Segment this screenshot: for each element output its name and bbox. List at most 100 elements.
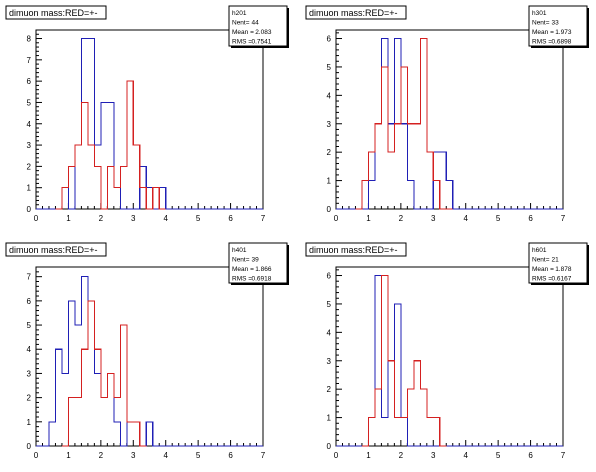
y-tick-label: 0 [327,205,332,214]
y-tick-label: 1 [327,414,332,423]
y-tick-label: 4 [27,345,32,354]
x-tick-label: 5 [196,451,201,460]
x-tick-label: 0 [334,451,339,460]
histogram-bin [420,389,426,446]
histogram-bin [101,102,107,209]
y-tick-label: 7 [27,56,32,65]
title-box: dimuon mass:RED=+- [305,5,407,20]
y-tick-label: 0 [27,442,32,451]
histogram-bin [114,422,120,446]
histogram-bin [388,124,394,209]
x-tick-label: 4 [463,451,468,460]
histogram-bin [414,124,420,209]
y-tick-label: 2 [327,385,332,394]
y-tick-label: 5 [27,321,32,330]
histogram-bin [414,361,420,446]
series-blue [36,276,263,447]
stats-nent-label: Nent= [232,257,250,264]
stats-nent-label: Nent= [532,20,550,27]
series-red [55,80,166,210]
x-tick-label: 1 [366,451,371,460]
histogram-bin [427,152,433,209]
histogram-bin [114,188,120,209]
histogram-bin [375,389,381,446]
stats-rms-value: 0.6918 [252,276,272,283]
histogram-bin [381,39,387,209]
plot-frame [35,266,264,447]
x-tick-label: 7 [561,214,566,223]
stats-nent-label: Nent= [532,257,550,264]
histogram-bin [440,152,446,209]
histogram-bin [427,418,433,446]
histogram-bin [127,422,133,446]
histogram-bin [81,102,87,209]
histogram-bin [94,166,100,209]
stats-mean-value: 1.973 [555,29,572,36]
histogram-bin [120,325,126,446]
histogram-bin [368,418,374,446]
histogram-bin [107,373,113,446]
histogram-outline [36,37,263,210]
histogram-bin [107,102,113,209]
y-tick-label: 1 [327,177,332,186]
histogram-bin [394,418,400,446]
series-blue [336,274,563,447]
stats-rms-value: 0.6898 [552,39,572,46]
stats-name: h201 [232,10,247,17]
chart-title: dimuon mass:RED=+- [309,245,398,255]
histogram-bin [394,304,400,446]
histogram-bin [394,124,400,209]
histogram-outline [336,274,563,447]
x-tick-label: 4 [163,451,168,460]
x-tick-label: 4 [163,214,168,223]
y-tick-label: 2 [27,162,32,171]
x-tick-label: 5 [496,214,501,223]
histogram-bin [55,349,61,446]
histogram-bin [446,181,452,209]
histogram-bin [62,188,68,209]
x-tick-label: 6 [528,214,533,223]
y-tick-label: 6 [27,297,32,306]
histogram-bin [146,188,152,209]
stats-nent-value: 21 [552,257,560,264]
x-tick-label: 3 [131,451,136,460]
x-tick-label: 0 [34,451,39,460]
x-tick-label: 6 [228,451,233,460]
plot-frame [335,266,564,447]
y-tick-label: 1 [27,184,32,193]
stats-mean-value: 1.878 [555,266,572,273]
histogram-bin [114,188,120,209]
y-tick-label: 5 [27,98,32,107]
plot-frame [335,29,564,210]
x-tick-label: 1 [366,214,371,223]
histogram-bin [401,418,407,446]
histogram-bin [127,422,133,446]
stats-mean-label: Mean = [532,266,554,273]
histogram-bin [94,145,100,209]
title-box: dimuon mass:RED=+- [5,242,107,257]
histogram-bin [375,124,381,209]
x-tick-label: 2 [399,214,404,223]
y-tick-label: 4 [327,91,332,100]
histogram-bin [375,276,381,446]
histogram-bin [94,349,100,446]
histogram-bin [88,301,94,446]
stats-rms-label: RMS = [532,276,552,283]
histogram-bin [88,301,94,446]
y-tick-label: 7 [27,273,32,282]
stats-rms-value: 0.7541 [252,39,272,46]
stats-name: h601 [532,247,547,254]
histogram-bin [49,422,55,446]
stats-box-frame [528,5,588,47]
histogram-bin [101,398,107,446]
stats-rms-label: RMS = [232,39,252,46]
histogram-bin [133,145,139,209]
chart-title: dimuon mass:RED=+- [309,8,398,18]
stats-mean-label: Mean = [232,266,254,273]
histogram-bin [81,39,87,209]
histogram-bin [146,422,152,446]
title-box: dimuon mass:RED=+- [5,5,107,20]
histogram-bin [94,373,100,446]
